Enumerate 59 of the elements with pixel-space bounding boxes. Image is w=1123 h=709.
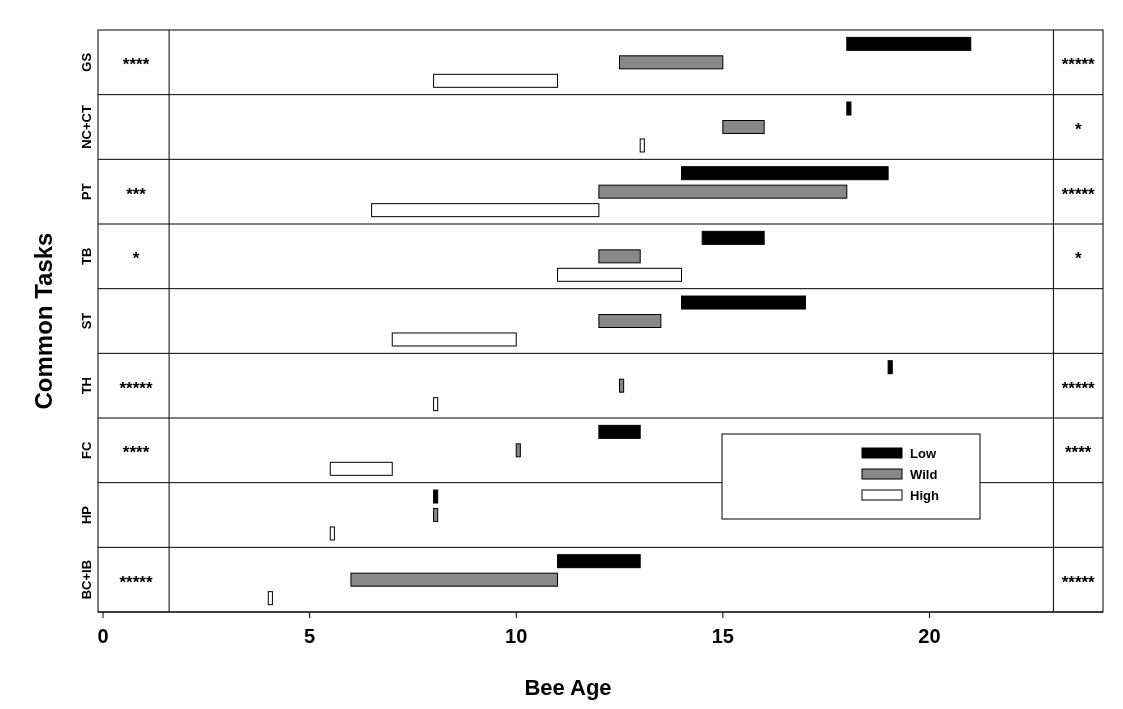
x-tick-label: 20 <box>918 625 941 647</box>
y-tick-label: HP <box>79 505 94 525</box>
bar <box>391 332 517 347</box>
y-tick-label: BC+IB <box>79 559 94 600</box>
bar <box>681 295 806 310</box>
annotation: ***** <box>119 572 153 592</box>
bar <box>371 203 600 218</box>
bar <box>433 489 439 504</box>
bar <box>598 314 662 328</box>
legend-label: High <box>910 488 939 503</box>
bar <box>598 249 641 264</box>
bar <box>619 55 724 70</box>
bar <box>267 591 273 606</box>
bar <box>350 572 559 587</box>
bar <box>846 36 972 51</box>
y-tick-label: TB <box>79 247 94 266</box>
bar <box>598 184 848 199</box>
x-tick-label: 5 <box>304 625 316 647</box>
bar <box>433 397 439 412</box>
bar <box>701 230 765 245</box>
annotation: * <box>1074 249 1082 269</box>
bar <box>433 73 559 88</box>
x-tick-label: 15 <box>711 625 734 647</box>
x-tick-label: 10 <box>505 625 528 647</box>
bar <box>846 101 852 116</box>
bar <box>639 138 645 153</box>
y-tick-label: GS <box>79 52 94 72</box>
legend-label: Wild <box>910 467 938 482</box>
annotation: ***** <box>1061 572 1096 592</box>
annotation: *** <box>126 184 147 204</box>
x-axis-title: Bee Age <box>524 675 612 700</box>
annotation: * <box>132 249 140 269</box>
bar <box>557 267 683 282</box>
annotation: ***** <box>1061 55 1096 75</box>
bar <box>557 554 641 569</box>
y-tick-label: TH <box>79 376 94 395</box>
x-tick-label: 0 <box>97 625 109 647</box>
y-axis-title: Common Tasks <box>30 232 57 410</box>
annotation: ***** <box>1061 184 1096 204</box>
annotation: **** <box>122 55 150 75</box>
bar <box>722 120 765 134</box>
annotation: ***** <box>1061 378 1096 398</box>
annotation: **** <box>122 443 150 463</box>
bar <box>887 360 893 375</box>
bar <box>329 461 393 476</box>
annotation: **** <box>1064 443 1092 463</box>
y-tick-label: PT <box>79 183 94 200</box>
y-tick-label: FC <box>79 441 94 460</box>
y-tick-label: ST <box>79 312 94 330</box>
bar <box>329 526 335 541</box>
annotation: ***** <box>119 378 153 398</box>
bar <box>598 424 641 439</box>
bar <box>619 378 625 393</box>
bar <box>515 443 521 458</box>
annotation: * <box>1074 120 1082 139</box>
legend-label: Low <box>910 446 937 461</box>
bar <box>433 508 439 522</box>
y-tick-label: NC+CT <box>79 105 94 149</box>
bar <box>681 166 889 181</box>
